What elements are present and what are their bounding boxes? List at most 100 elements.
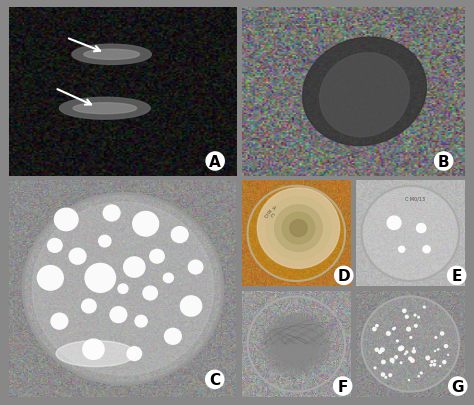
Circle shape: [410, 358, 415, 363]
Circle shape: [386, 331, 391, 336]
Circle shape: [432, 363, 436, 367]
Circle shape: [440, 331, 445, 336]
Ellipse shape: [265, 325, 327, 363]
Ellipse shape: [247, 186, 345, 281]
Ellipse shape: [279, 314, 313, 374]
Circle shape: [36, 265, 64, 291]
Circle shape: [439, 365, 441, 367]
Circle shape: [396, 340, 399, 342]
Circle shape: [405, 315, 409, 319]
Circle shape: [102, 205, 121, 222]
Circle shape: [54, 208, 79, 232]
Circle shape: [398, 346, 403, 352]
Ellipse shape: [73, 104, 137, 114]
Circle shape: [413, 347, 415, 350]
Circle shape: [390, 358, 395, 363]
Circle shape: [50, 313, 68, 330]
Ellipse shape: [275, 312, 317, 377]
Circle shape: [434, 360, 436, 362]
Circle shape: [109, 306, 128, 324]
Ellipse shape: [275, 312, 317, 376]
Ellipse shape: [263, 326, 330, 362]
Circle shape: [405, 350, 409, 354]
Circle shape: [171, 226, 189, 244]
Ellipse shape: [271, 315, 322, 374]
Circle shape: [413, 314, 417, 317]
Text: B: B: [438, 154, 449, 169]
Circle shape: [399, 345, 404, 351]
Circle shape: [81, 298, 97, 314]
Circle shape: [425, 356, 430, 360]
Circle shape: [404, 353, 407, 356]
Circle shape: [149, 249, 165, 264]
Circle shape: [384, 376, 387, 379]
Ellipse shape: [278, 316, 314, 372]
Circle shape: [188, 260, 203, 275]
Circle shape: [180, 295, 202, 317]
Circle shape: [419, 371, 423, 375]
Circle shape: [418, 375, 420, 377]
Text: F: F: [337, 379, 348, 394]
Circle shape: [378, 350, 382, 354]
Ellipse shape: [263, 326, 330, 362]
Circle shape: [84, 263, 116, 293]
Ellipse shape: [274, 205, 322, 252]
Ellipse shape: [266, 320, 326, 369]
Circle shape: [374, 347, 379, 352]
Circle shape: [392, 327, 395, 331]
Ellipse shape: [362, 186, 459, 281]
Circle shape: [409, 336, 412, 339]
Ellipse shape: [56, 341, 136, 367]
Circle shape: [416, 223, 427, 234]
Circle shape: [444, 344, 448, 348]
Ellipse shape: [278, 312, 314, 376]
Circle shape: [434, 336, 438, 339]
Circle shape: [430, 360, 433, 363]
Text: A
B C
D: A B C D: [262, 205, 279, 222]
Circle shape: [388, 373, 392, 377]
Circle shape: [422, 245, 431, 254]
Circle shape: [396, 340, 399, 343]
Circle shape: [127, 346, 142, 361]
Circle shape: [381, 360, 386, 364]
Ellipse shape: [273, 317, 320, 371]
Circle shape: [372, 327, 377, 332]
Circle shape: [437, 348, 439, 351]
Circle shape: [98, 235, 111, 248]
Ellipse shape: [290, 220, 307, 237]
Circle shape: [411, 349, 416, 354]
Text: G: G: [452, 379, 464, 394]
Ellipse shape: [263, 324, 329, 364]
Ellipse shape: [302, 38, 427, 146]
Circle shape: [381, 372, 385, 377]
Circle shape: [406, 327, 411, 332]
Circle shape: [400, 361, 402, 364]
Text: D: D: [337, 268, 350, 283]
Ellipse shape: [32, 202, 214, 375]
Circle shape: [393, 327, 396, 329]
Ellipse shape: [319, 54, 410, 137]
Circle shape: [68, 248, 87, 265]
Circle shape: [374, 367, 377, 369]
Text: C: C: [209, 372, 220, 387]
Ellipse shape: [269, 322, 324, 367]
Circle shape: [398, 246, 405, 253]
Ellipse shape: [84, 50, 139, 60]
Circle shape: [123, 257, 146, 278]
Ellipse shape: [59, 98, 150, 120]
Circle shape: [142, 286, 158, 301]
Ellipse shape: [266, 197, 331, 260]
Ellipse shape: [263, 316, 330, 372]
Circle shape: [117, 284, 128, 294]
Circle shape: [429, 364, 432, 367]
Circle shape: [402, 309, 407, 313]
Ellipse shape: [264, 324, 328, 364]
Circle shape: [394, 355, 398, 359]
Circle shape: [164, 328, 182, 345]
Text: E: E: [452, 268, 462, 283]
Ellipse shape: [276, 313, 317, 375]
Ellipse shape: [257, 188, 340, 269]
Circle shape: [134, 315, 148, 328]
Circle shape: [47, 238, 63, 254]
Circle shape: [375, 324, 379, 328]
